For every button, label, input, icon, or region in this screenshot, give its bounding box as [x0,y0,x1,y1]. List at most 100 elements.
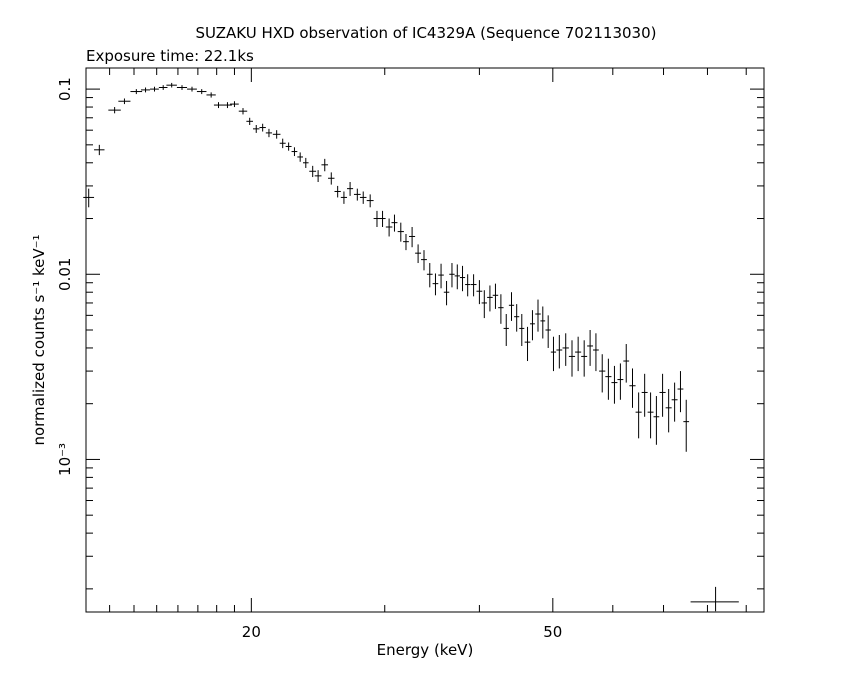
data-point [359,191,367,204]
data-point [690,586,739,612]
data-point [454,264,460,290]
data-point [647,392,654,439]
data-point [373,210,381,227]
data-point [223,102,232,109]
data-point [545,315,551,348]
data-point [587,330,594,366]
data-point [476,280,483,305]
x-tick-label-20: 20 [242,623,261,641]
data-point [568,340,576,377]
data-point [677,371,684,413]
data-point [465,274,471,297]
data-point [449,263,455,288]
data-point [252,124,260,133]
data-point [470,274,477,297]
data-point [665,389,672,433]
data-point [503,314,509,346]
data-point [328,172,335,185]
data-point [629,368,636,408]
data-point [403,233,409,251]
data-point [481,290,487,319]
y-axis-label: normalized counts s⁻¹ keV⁻¹ [30,234,48,445]
data-point [443,280,450,306]
data-point [530,310,535,341]
data-point [459,265,466,292]
data-point [108,107,121,114]
data-point [265,128,273,138]
chart-subtitle: Exposure time: 22.1ks [86,47,254,65]
y-tick-labels: 0.1 0.01 10⁻³ [56,77,74,476]
data-point [302,157,309,168]
data-point [259,123,266,132]
data-point [623,344,630,383]
x-axis-label: Energy (keV) [377,641,474,659]
data-point [562,333,569,366]
data-point [524,326,531,362]
data-point [83,188,95,208]
data-point [550,336,557,372]
plot-frame [85,67,765,613]
chart-title: SUZAKU HXD observation of IC4329A (Seque… [196,24,657,42]
data-point [599,354,606,393]
data-point [285,142,292,151]
data-point [340,191,348,204]
data-point [611,365,618,404]
data-point [334,185,341,198]
data-point [593,333,599,372]
data-point [166,82,177,88]
data-point [556,334,563,369]
data-point [347,181,354,196]
data-point [605,358,612,400]
data-point [230,101,239,108]
data-point [379,210,386,227]
data-point [238,108,248,115]
data-point [130,89,143,95]
data-point [617,363,624,400]
data-point [140,87,151,93]
data-point [272,130,281,139]
data-point [492,283,499,309]
data-point [671,382,678,422]
data-point [519,314,525,346]
data-point [314,170,322,182]
data-point [421,250,427,271]
data-point [426,263,433,288]
data-point [581,340,588,377]
data-point [575,336,582,372]
data-point [321,158,329,172]
data-point [297,152,303,162]
data-point [635,392,642,439]
data-points [83,82,739,612]
data-point [158,85,168,90]
data-point [659,373,666,417]
data-point [94,144,105,156]
data-point [508,292,515,321]
data-point [683,399,690,452]
data-point [641,373,648,417]
data-point [279,138,286,149]
y-tick-label-1e-3: 10⁻³ [56,443,74,476]
data-point [514,304,520,332]
y-tick-label-0.01: 0.01 [56,258,74,291]
data-point [150,86,159,92]
data-point [206,92,216,98]
data-point [187,86,197,92]
y-tick-label-0.1: 0.1 [56,77,74,101]
data-point [653,396,660,445]
data-point [498,294,504,324]
data-point [246,117,253,125]
data-point [176,85,188,90]
data-point [487,285,493,312]
data-point [432,273,439,296]
data-point [291,147,298,157]
x-tick-label-50: 50 [543,623,562,641]
axis-ticks [86,68,764,612]
data-point [118,98,131,105]
data-point [309,165,317,178]
data-point [397,222,404,242]
data-point [438,263,444,289]
data-point [366,194,374,208]
data-point [353,188,361,201]
data-point [415,244,422,264]
